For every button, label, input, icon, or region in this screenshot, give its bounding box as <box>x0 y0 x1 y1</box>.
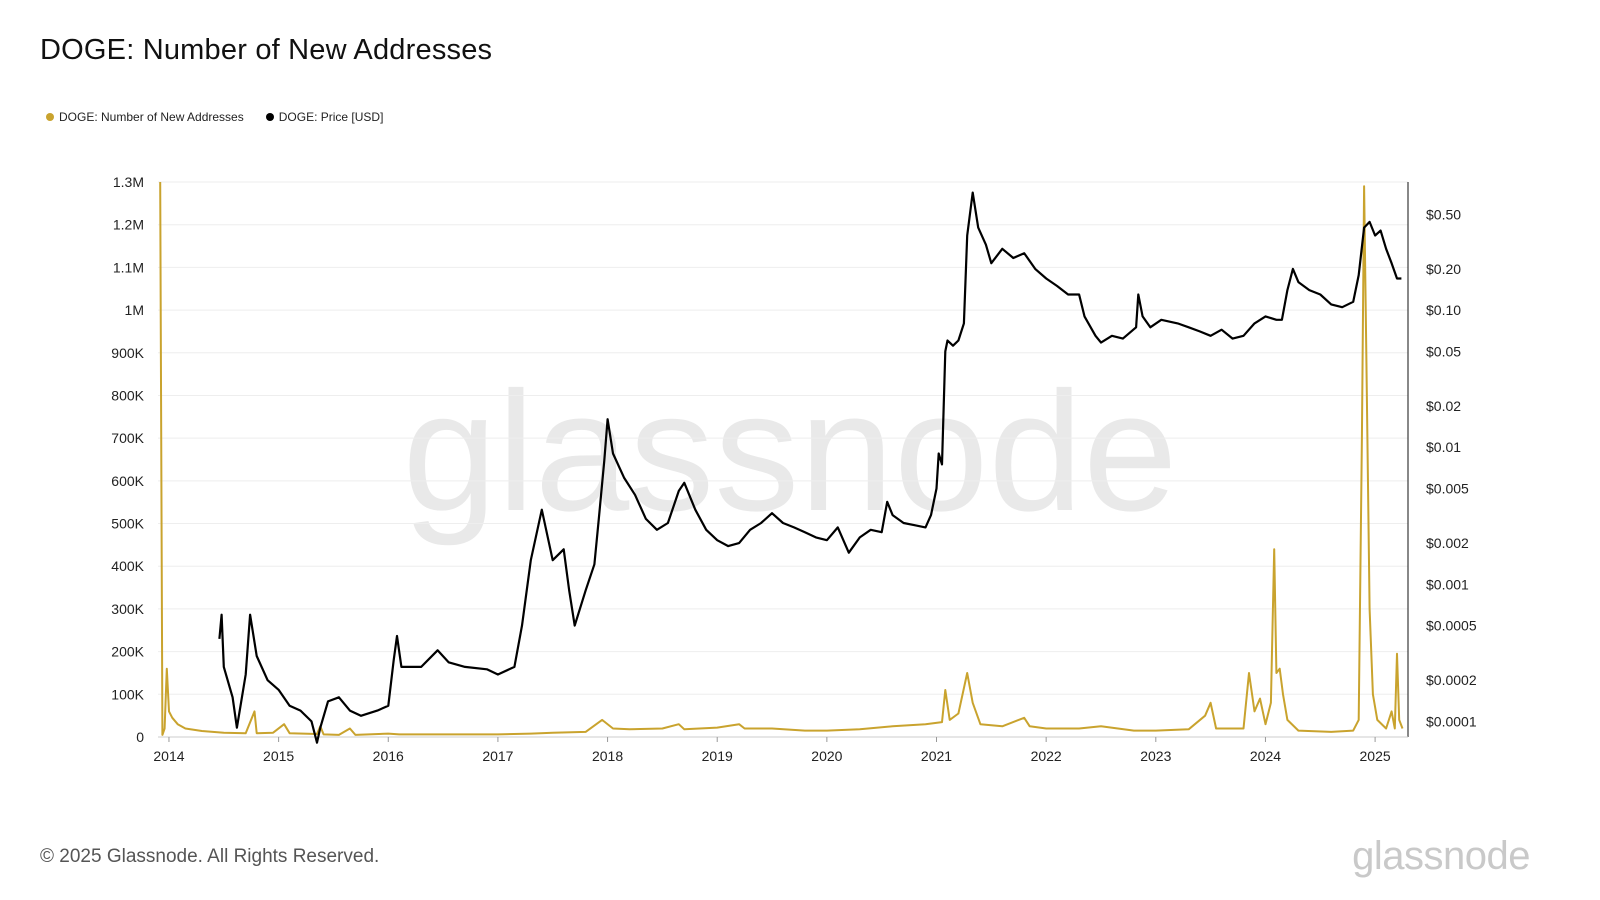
y-right-tick-label: $0.20 <box>1426 261 1461 277</box>
y-left-tick-label: 900K <box>111 345 144 361</box>
y-left-tick-label: 1.2M <box>113 217 144 233</box>
x-tick-label: 2023 <box>1140 748 1171 764</box>
y-right-tick-label: $0.10 <box>1426 302 1461 318</box>
legend-item-addresses[interactable]: DOGE: Number of New Addresses <box>46 110 244 124</box>
x-tick-label: 2017 <box>482 748 513 764</box>
legend: DOGE: Number of New Addresses DOGE: Pric… <box>46 110 383 124</box>
y-right-tick-label: $0.05 <box>1426 343 1461 359</box>
y-right-tick-label: $0.001 <box>1426 576 1469 592</box>
y-left-tick-label: 600K <box>111 473 144 489</box>
brand-logo: glassnode <box>1352 834 1530 878</box>
x-tick-label: 2014 <box>153 748 184 764</box>
y-left-tick-label: 1.1M <box>113 259 144 275</box>
y-right-tick-label: $0.0001 <box>1426 713 1477 729</box>
y-left-tick-label: 700K <box>111 430 144 446</box>
chart-title: DOGE: Number of New Addresses <box>40 34 493 66</box>
watermark: glassnode <box>402 357 1177 547</box>
y-left-tick-label: 800K <box>111 387 144 403</box>
legend-dot-price <box>265 113 274 121</box>
x-tick-label: 2016 <box>373 748 404 764</box>
y-right-tick-label: $0.02 <box>1426 398 1461 414</box>
y-left-tick-label: 1M <box>125 302 144 318</box>
y-right-tick-label: $0.0002 <box>1426 672 1477 688</box>
legend-dot-addresses <box>46 113 54 121</box>
legend-item-price[interactable]: DOGE: Price [USD] <box>265 110 384 124</box>
y-axis-left: 0 100K 200K 300K 400K 500K 600K 700K 800K 900K 1M 1… <box>111 174 144 745</box>
legend-label-price: DOGE: Price [USD] <box>278 110 384 124</box>
y-right-tick-label: $0.005 <box>1426 481 1469 497</box>
plot-area <box>159 181 1404 744</box>
copyright: © 2025 Glassnode. All Rights Reserved. <box>40 846 380 867</box>
x-tick-label: 2015 <box>263 748 294 764</box>
x-axis: 2014 2015 2016 2017 2018 2019 2020 2021 2022 2023… <box>153 736 1408 764</box>
x-tick-label: 2019 <box>702 748 733 764</box>
y-left-tick-label: 100K <box>111 686 144 702</box>
y-left-tick-label: 400K <box>111 558 144 574</box>
x-tick-label: 2022 <box>1031 748 1062 764</box>
y-right-tick-label: $0.50 <box>1426 206 1461 222</box>
y-left-tick-label: 1.3M <box>113 174 144 190</box>
series-price-line[interactable] <box>218 191 1402 744</box>
y-right-tick-label: $0.002 <box>1426 535 1469 551</box>
x-tick-label: 2018 <box>592 748 623 764</box>
x-tick-label: 2020 <box>811 748 842 764</box>
y-right-tick-label: $0.0005 <box>1426 618 1477 634</box>
legend-label-addresses: DOGE: Number of New Addresses <box>59 110 244 124</box>
y-left-tick-label: 300K <box>111 601 144 617</box>
y-left-tick-label: 0 <box>136 729 144 745</box>
x-tick-label: 2024 <box>1250 748 1281 764</box>
x-tick-label: 2021 <box>921 748 952 764</box>
x-tick-label: 2025 <box>1360 748 1391 764</box>
series-new-addresses-line[interactable] <box>159 181 1404 736</box>
y-left-tick-label: 500K <box>111 516 144 532</box>
y-axis-right: $0.0001 $0.0002 $0.0005 $0.001 $0.002 $0.005 $… <box>1407 182 1477 737</box>
y-right-tick-label: $0.01 <box>1426 439 1461 455</box>
y-left-tick-label: 200K <box>111 644 144 660</box>
